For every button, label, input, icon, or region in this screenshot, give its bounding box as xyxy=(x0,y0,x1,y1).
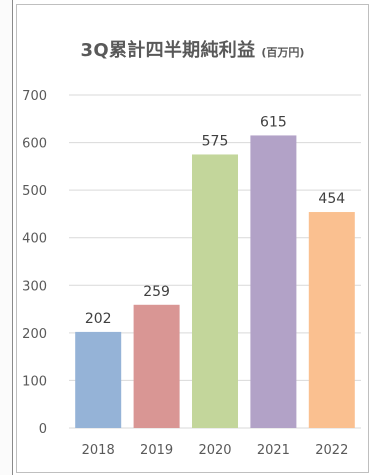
y-tick-label: 300 xyxy=(22,279,47,294)
y-tick-label: 400 xyxy=(22,232,47,247)
x-tick-label-2021: 2021 xyxy=(257,443,290,458)
data-label-2021: 615 xyxy=(260,114,287,130)
x-tick-label-2022: 2022 xyxy=(315,443,348,458)
chart-title-unit: (百万円) xyxy=(261,46,305,59)
chart-title: 3Q累計四半期純利益 (百万円) xyxy=(17,36,368,62)
left-panel-edge xyxy=(0,0,13,475)
bar-2020 xyxy=(192,154,238,428)
y-tick-label: 600 xyxy=(22,137,47,152)
data-label-2019: 259 xyxy=(143,284,170,300)
chart-container: 3Q累計四半期純利益 (百万円) 0 100 200 300 400 500 600 700 20… xyxy=(16,4,369,473)
x-tick-label-2019: 2019 xyxy=(140,443,173,458)
data-label-2022: 454 xyxy=(318,191,345,207)
bar-2021 xyxy=(250,135,297,428)
x-tick-label-2020: 2020 xyxy=(198,443,231,458)
y-tick-label: 100 xyxy=(22,374,47,389)
data-label-2018: 202 xyxy=(85,311,112,327)
x-tick-label-2018: 2018 xyxy=(82,443,115,458)
y-tick-label: 0 xyxy=(39,422,47,437)
chart-title-text: 3Q累計四半期純利益 xyxy=(80,40,256,61)
bar-chart-plot: 0 100 200 300 400 500 600 700 202 2018 259 2019 575 2… xyxy=(22,89,361,458)
y-tick-label: 500 xyxy=(22,184,47,199)
bar-2019 xyxy=(133,304,180,428)
data-label-2020: 575 xyxy=(202,133,229,149)
y-tick-label: 700 xyxy=(22,89,47,104)
y-tick-label: 200 xyxy=(22,327,47,342)
bar-2018 xyxy=(75,331,122,428)
bar-2022 xyxy=(308,212,355,428)
